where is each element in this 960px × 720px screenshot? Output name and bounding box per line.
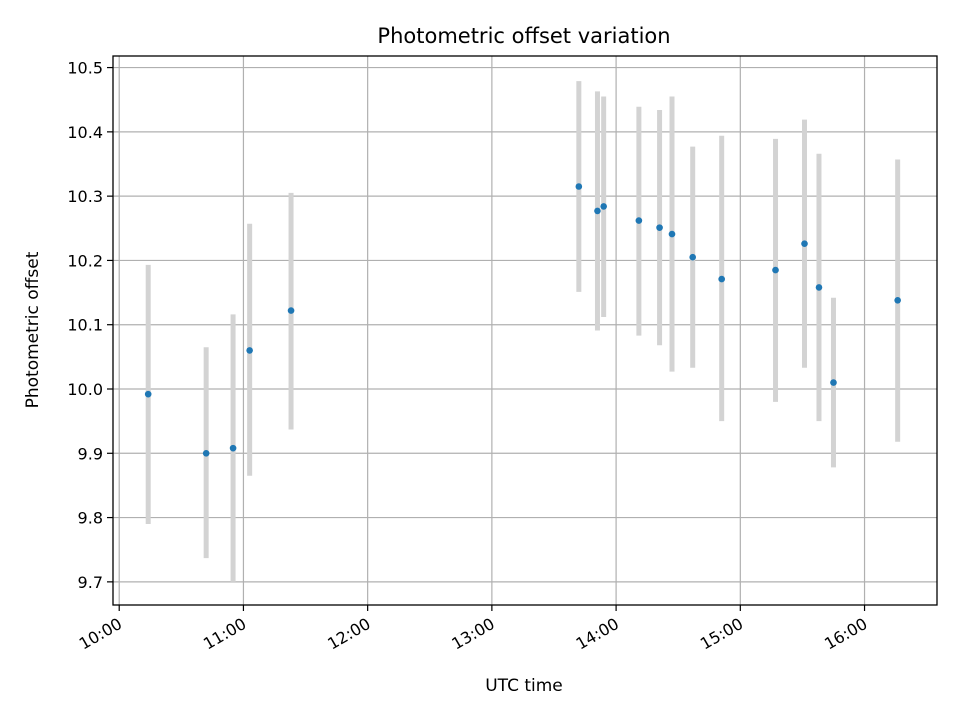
x-tick-label: 16:00 [821,614,870,654]
data-point [575,183,583,190]
y-tick-label: 9.9 [78,444,103,463]
y-axis-ticks: 9.7 9.8 9.9 10.0 10.1 10.2 10.3 10.4 10.5 [67,59,113,592]
data-point [635,217,643,224]
data-point [202,449,210,457]
data-point [246,347,253,354]
data-point [689,253,696,261]
data-point [772,266,779,274]
data-point [718,275,725,283]
x-axis-ticks: 10:00 11:00 12:00 13:00 14:00 15:00 16:00 [76,605,871,654]
x-tick-label: 13:00 [448,614,497,654]
y-axis-label: Photometric offset [23,251,43,408]
error-bars [145,81,901,582]
data-point [144,390,152,398]
data-point [830,379,837,386]
data-point [656,224,663,231]
y-tick-label: 10.3 [67,187,103,206]
data-point [894,296,901,304]
y-tick-label: 10.2 [67,251,103,270]
y-tick-label: 9.7 [78,573,103,592]
data-point [229,444,237,452]
data-point [668,230,676,238]
x-axis-label: UTC time [485,676,563,696]
data-point [594,207,601,215]
y-tick-label: 9.8 [78,509,103,528]
x-tick-label: 11:00 [200,614,249,654]
x-tick-label: 12:00 [324,614,373,654]
x-tick-label: 10:00 [76,614,125,654]
chart-title: Photometric offset variation [377,24,670,48]
data-point [600,203,607,210]
data-points [144,183,901,457]
y-tick-label: 10.0 [67,380,103,399]
y-tick-label: 10.1 [67,316,103,335]
data-point [801,240,808,248]
data-point [815,284,823,291]
y-tick-label: 10.4 [67,123,103,142]
plot-frame [112,55,938,606]
y-tick-label: 10.5 [67,59,103,78]
x-tick-label: 15:00 [697,614,746,654]
grid-lines [113,56,937,605]
data-point [287,307,295,314]
x-tick-label: 14:00 [573,614,622,654]
